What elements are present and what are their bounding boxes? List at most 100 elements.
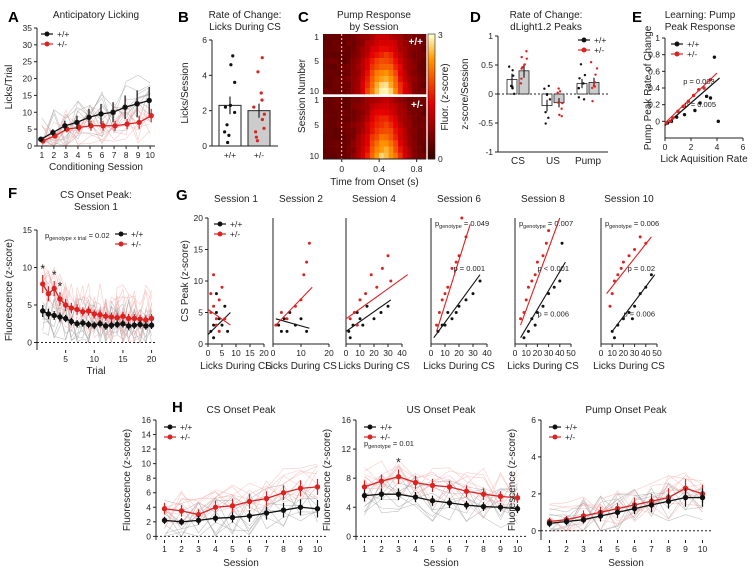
panel-B-point [229, 63, 233, 67]
panel-C-het-cell [360, 146, 366, 154]
panel-H-2-legend-wt-marker [367, 424, 373, 430]
panel-C-het-cell [323, 140, 328, 147]
panel-D-point [560, 114, 563, 118]
panel-A-ytick-label: 10 [23, 107, 33, 117]
panel-C-colorbar-cell [428, 34, 435, 37]
panel-D-point [511, 87, 514, 90]
panel-G-1-ytick-label: 15 [194, 245, 204, 255]
panel-E-point [697, 87, 701, 92]
panel-G-1-ytick-label: 5 [198, 308, 203, 318]
panel-G-2-point-het [274, 323, 278, 327]
panel-C-wt-cell [360, 58, 366, 65]
panel-G-2-point-het [285, 317, 289, 321]
panel-F-wt-point [108, 322, 115, 328]
panel-F-legend-het-marker [118, 241, 124, 247]
panel-C-het-cell [407, 146, 413, 154]
panel-C-wt-cell [327, 88, 333, 95]
panel-F-het-trace [42, 263, 152, 330]
panel-C-het-cell [365, 140, 371, 147]
panel-D-point [558, 90, 562, 93]
panel-D-ylabel: z-score/Session [460, 58, 471, 129]
panel-C-xtick-label: 0 [339, 164, 344, 174]
panel-G-5-point-wt [558, 279, 562, 283]
panel-C-het-cell [393, 109, 399, 116]
panel-H-3-xtick-label: 10 [698, 544, 708, 554]
panel-C-wt-cell [397, 76, 403, 83]
panel-F-star: * [40, 262, 45, 276]
panel-H-1-xtick-label: 1 [162, 544, 167, 554]
panel-E-title-2: Peak Response [665, 22, 736, 33]
panel-G-5-point-wt [533, 323, 537, 327]
panel-H-3-xtick-label: 9 [683, 544, 688, 554]
panel-G-1-legend-wt-marker [217, 221, 223, 227]
panel-D-point [595, 67, 599, 70]
panel-G-3-point-het [352, 311, 356, 314]
panel-C-het-cell [421, 115, 427, 123]
panel-H-3-xtick-label: 4 [598, 544, 603, 554]
panel-H-2-het-trace [364, 465, 518, 502]
panel-H-1-het-line [164, 486, 318, 516]
panel-C-wt-cell [369, 46, 375, 53]
panel-C-het-cell [388, 152, 394, 160]
panel-H-2-wt-line [364, 493, 518, 510]
panel-C-het-cell [393, 97, 399, 104]
panel-G-4-fit-het [436, 224, 471, 332]
panel-G-4-point-het [460, 216, 464, 220]
panel-B-xtick-label: +/- [254, 150, 264, 160]
panel-C-wt-cell [327, 58, 333, 65]
panel-C-het-cell [407, 103, 413, 110]
panel-H-2-het-point [497, 493, 504, 500]
panel-C-wt-cell [407, 46, 413, 53]
panel-C-wt-cell [421, 52, 427, 59]
panel-H-1-ytick-label: 16 [142, 415, 152, 425]
panel-G-1-ytick-label: 10 [194, 276, 204, 286]
panel-C-wt-cell [365, 82, 371, 89]
panel-F-het-point [45, 291, 52, 297]
panel-C-wt-cell [360, 64, 366, 71]
panel-H-1-legend-het-label: +/- [180, 432, 190, 442]
panel-C-colorbar-cell [428, 124, 435, 127]
panel-C-het-cell [379, 121, 385, 129]
panel-C-wt-cell [323, 52, 328, 59]
panel-H-2-wt-point [446, 500, 453, 506]
panel-C-wt-cell [411, 34, 417, 41]
panel-H-1-wt-line [164, 506, 318, 523]
panel-B-title-1: Rate of Change: [209, 10, 282, 21]
panel-C-wt-cell [416, 34, 422, 41]
panel-G-5-xtick-label: 30 [544, 348, 554, 358]
panel-C-het-cell [393, 121, 399, 129]
panel-G-1-xtick-label: 10 [231, 348, 241, 358]
panel-F-wt-point [74, 321, 80, 327]
panel-C-wt-cell [416, 52, 422, 59]
panel-H-1-het-point [178, 508, 185, 514]
panel-C-het-cell [416, 140, 422, 147]
panel-C-wt-cell [351, 34, 357, 41]
panel-C-het-cell [402, 140, 408, 147]
panel-C-wt-cell [351, 52, 357, 59]
panel-F-wt-point [80, 320, 86, 326]
panel-F-wt-point [125, 323, 132, 329]
panel-C-het-cell [393, 146, 399, 154]
panel-C-het-cell [407, 134, 413, 141]
panel-D-title-2: dLight1.2 Peaks [510, 22, 582, 33]
panel-F-letter: F [8, 185, 17, 202]
panel-C-wt-cell [360, 76, 366, 83]
panel-C-wt-cell [393, 34, 399, 41]
panel-H-1-ytick-label: 8 [146, 473, 151, 483]
panel-D-point [561, 101, 564, 105]
panel-G-6-xtick-label: 20 [619, 348, 629, 358]
panel-H-2-het-trace [364, 464, 518, 500]
panel-F-ytick-label: 5 [27, 300, 32, 310]
panel-C-colorbar-frame [427, 33, 436, 160]
panel-G-5-point-het [541, 254, 545, 258]
panel-C-het-cell [369, 146, 375, 154]
panel-C-wt-cell [360, 70, 366, 77]
panel-H-3-het-line [549, 487, 703, 523]
panel-C-het-cell [341, 128, 347, 135]
panel-G-5-point-het [524, 298, 528, 302]
panel-G-5-point-wt [560, 241, 564, 245]
panel-C-het-cell [397, 146, 403, 154]
panel-C-colorbar-cell [428, 139, 435, 142]
panel-B-point [260, 56, 264, 60]
panel-G-2-xtick-label: 0 [271, 348, 276, 358]
